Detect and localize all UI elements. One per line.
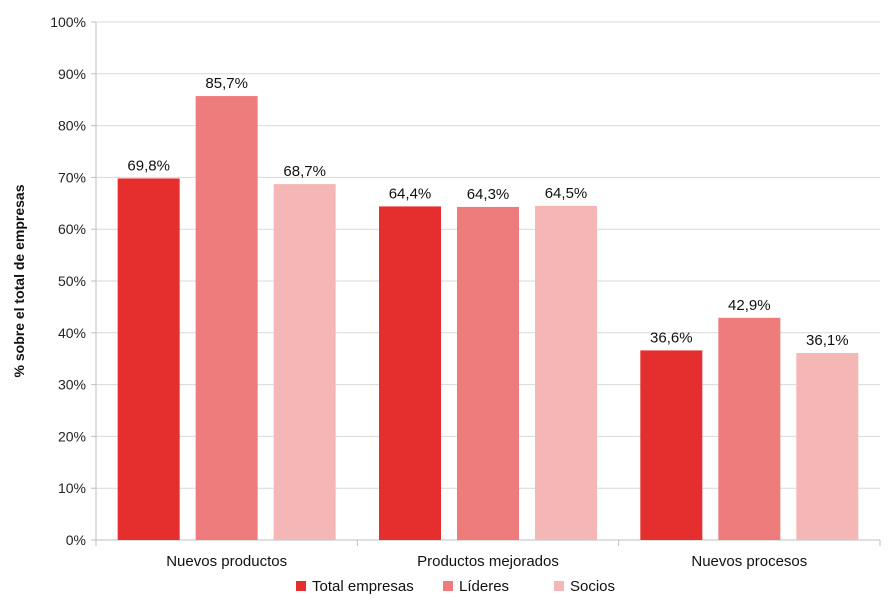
legend-label: Líderes: [459, 578, 509, 595]
y-tick-label: 10%: [58, 480, 86, 496]
bar: [640, 350, 703, 540]
data-labels: 69,8% 85,7% 68,7% 64,4% 64,3% 64,5% 36,6% 42,9%…: [127, 75, 848, 349]
bar: [117, 178, 180, 540]
bar-value-label: 36,6%: [650, 329, 693, 346]
y-tick-label: 40%: [58, 325, 86, 341]
bar: [195, 96, 258, 540]
bars: [117, 96, 859, 540]
bar: [796, 353, 859, 540]
x-category-label: Productos mejorados: [417, 553, 559, 570]
bar: [273, 184, 336, 540]
bar-value-label: 36,1%: [806, 332, 849, 349]
y-tick-label: 20%: [58, 428, 86, 444]
bar-value-label: 64,4%: [389, 185, 432, 202]
legend-swatch: [554, 581, 564, 591]
bar-value-label: 69,8%: [127, 157, 170, 174]
legend-label: Total empresas: [312, 578, 414, 595]
x-category-label: Nuevos procesos: [691, 553, 807, 570]
bar: [535, 205, 597, 540]
legend: Total empresas Líderes Socios: [296, 578, 615, 595]
y-tick-label: 0%: [66, 532, 86, 548]
y-tick-label: 60%: [58, 221, 86, 237]
bar: [718, 317, 781, 540]
bar-value-label: 85,7%: [205, 75, 248, 92]
y-tick-label: 70%: [58, 169, 86, 185]
y-tick-label: 90%: [58, 66, 86, 82]
bar-value-label: 64,3%: [467, 186, 510, 203]
y-tick-label: 30%: [58, 377, 86, 393]
y-axis-label: % sobre el total de empresas: [11, 184, 27, 377]
x-category-label: Nuevos productos: [166, 553, 287, 570]
bar-value-label: 68,7%: [283, 163, 326, 180]
legend-swatch: [443, 581, 453, 591]
bar-value-label: 64,5%: [545, 185, 588, 202]
bar: [457, 206, 519, 540]
y-tick-label: 100%: [50, 14, 86, 30]
legend-label: Socios: [570, 578, 615, 595]
bar-value-label: 42,9%: [728, 297, 771, 314]
y-tick-label: 80%: [58, 118, 86, 134]
y-tick-label: 50%: [58, 273, 86, 289]
bar: [379, 206, 441, 540]
legend-swatch: [296, 581, 306, 591]
